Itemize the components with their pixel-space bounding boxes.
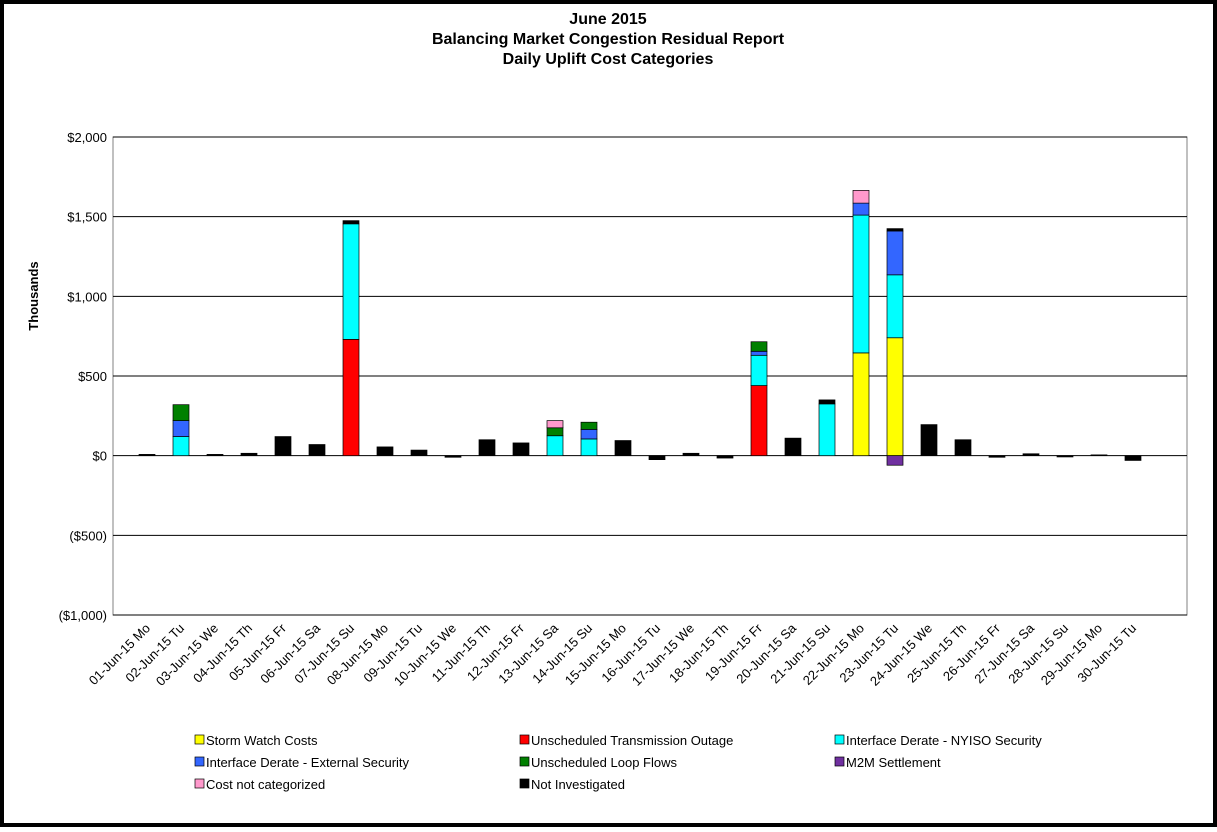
- y-tick-label: $1,500: [67, 210, 107, 225]
- bar-segment: [1022, 453, 1040, 457]
- legend-label: M2M Settlement: [846, 755, 941, 770]
- bar-segment: [920, 424, 938, 457]
- y-tick-label: $1,000: [67, 289, 107, 304]
- bar-segment: [274, 436, 292, 457]
- chart-title: Balancing Market Congestion Residual Rep…: [432, 31, 785, 48]
- bar-segment: [886, 337, 904, 457]
- bar-segment: [308, 444, 326, 457]
- bar-segment: [172, 404, 190, 421]
- bar-segment: [818, 399, 836, 405]
- legend-swatch: [194, 778, 205, 789]
- bar-segment: [546, 427, 564, 437]
- bar-segment: [172, 420, 190, 437]
- bar-segment: [886, 228, 904, 232]
- bar-segment: [886, 230, 904, 276]
- bar-segment: [750, 350, 768, 356]
- bar-segment: [342, 223, 360, 340]
- bar-segment: [546, 420, 564, 429]
- bar-segment: [1124, 455, 1142, 461]
- bar-segment: [410, 449, 428, 457]
- bar-segment: [478, 439, 496, 457]
- bar-segment: [342, 220, 360, 225]
- bar-segment: [614, 440, 632, 457]
- bar-segment: [852, 352, 870, 457]
- y-axis-title: Thousands: [26, 261, 41, 330]
- legend-label: Storm Watch Costs: [206, 733, 318, 748]
- bar-segment: [138, 454, 156, 457]
- bar-segment: [546, 435, 564, 457]
- legend-label: Interface Derate - External Security: [206, 755, 410, 770]
- bar-segment: [954, 439, 972, 457]
- legend-swatch: [194, 756, 205, 767]
- bar-segment: [716, 455, 734, 459]
- bar-segment: [818, 403, 836, 457]
- bar-segment: [648, 455, 666, 460]
- legend-label: Cost not categorized: [206, 777, 325, 792]
- y-tick-label: ($500): [69, 528, 107, 543]
- bar-segment: [852, 190, 870, 204]
- bar-segment: [988, 455, 1006, 458]
- bar-segment: [580, 421, 598, 430]
- y-tick-label: $0: [93, 449, 107, 464]
- y-tick-label: $500: [78, 369, 107, 384]
- bar-segment: [750, 385, 768, 457]
- bar-segment: [682, 452, 700, 457]
- legend-label: Interface Derate - NYISO Security: [846, 733, 1042, 748]
- chart-title: Daily Uplift Cost Categories: [503, 51, 714, 68]
- bar-segment: [886, 455, 904, 466]
- bar-segment: [852, 214, 870, 354]
- bar-segment: [580, 429, 598, 440]
- bar-segment: [376, 446, 394, 457]
- legend-swatch: [834, 734, 845, 745]
- chart-title: June 2015: [569, 11, 646, 28]
- bar-segment: [444, 455, 462, 458]
- legend-label: Unscheduled Transmission Outage: [531, 733, 733, 748]
- bar-segment: [852, 202, 870, 216]
- bar-segment: [784, 437, 802, 457]
- y-tick-label: $2,000: [67, 130, 107, 145]
- legend-swatch: [519, 778, 530, 789]
- bar-segment: [750, 341, 768, 352]
- bar-segment: [1056, 455, 1074, 458]
- legend-swatch: [194, 734, 205, 745]
- legend-label: Not Investigated: [531, 777, 625, 792]
- bar-segment: [886, 274, 904, 339]
- bar-segment: [172, 436, 190, 457]
- bar-segment: [580, 438, 598, 457]
- y-tick-label: ($1,000): [59, 608, 107, 623]
- bar-segment: [240, 452, 258, 457]
- bar-segment: [1090, 454, 1108, 457]
- legend-swatch: [519, 756, 530, 767]
- bar-segment: [342, 339, 360, 457]
- bar-segment: [512, 442, 530, 457]
- bar-segment: [750, 354, 768, 386]
- legend-swatch: [519, 734, 530, 745]
- bar-segment: [206, 454, 224, 457]
- legend-label: Unscheduled Loop Flows: [531, 755, 677, 770]
- legend-swatch: [834, 756, 845, 767]
